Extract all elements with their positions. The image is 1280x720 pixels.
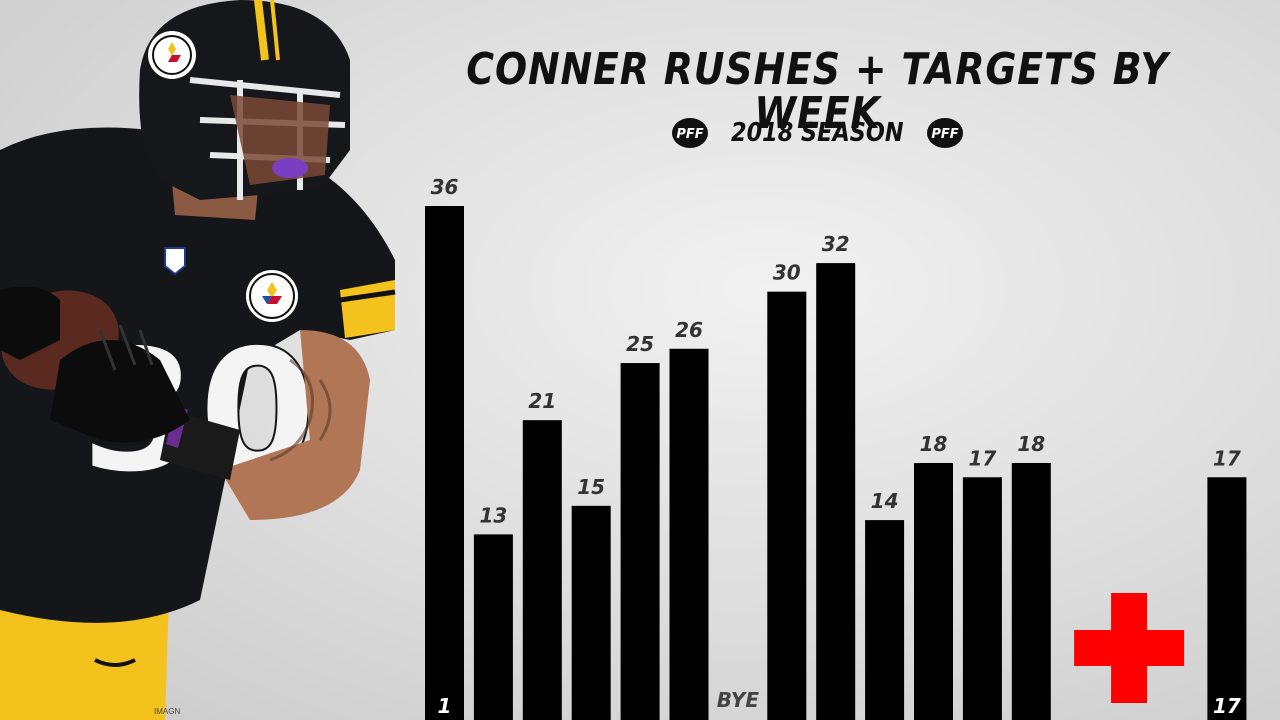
bar-value-label: 26 — [675, 318, 703, 342]
bar-week-9 — [816, 263, 856, 720]
pff-logo-icon: PFF — [672, 118, 709, 148]
bar-week-3 — [522, 420, 562, 720]
bar-week-13 — [1011, 463, 1051, 720]
bar-week-5 — [620, 363, 660, 720]
bar-week-8 — [767, 291, 807, 720]
bar-week-2 — [473, 534, 513, 720]
bar-week-11 — [914, 463, 953, 720]
player-photo: 30 — [0, 0, 400, 720]
bar-week-1 — [425, 206, 464, 720]
bar-week-4 — [571, 505, 611, 720]
photo-credit: IMAGN — [154, 707, 181, 716]
chart-title: CONNER RUSHES + TARGETS BY WEEK — [466, 44, 1169, 139]
bar-week-10 — [865, 520, 905, 720]
bar-week-17 — [1207, 477, 1247, 720]
bar-week-12 — [962, 477, 1002, 720]
injury-cross-icon — [1074, 593, 1185, 703]
svg-text:PFF: PFF — [931, 127, 958, 142]
pff-logo-icon: PFF — [926, 118, 963, 148]
bar-value-label: 14 — [871, 489, 899, 513]
bar-value-label: 15 — [577, 475, 605, 499]
bar-value-label: 25 — [626, 332, 654, 356]
week-label-last: 17 — [1213, 694, 1241, 718]
svg-text:PFF: PFF — [677, 127, 704, 142]
bar-value-label: 18 — [920, 432, 948, 456]
subtitle-row: PFF 2018 SEASON PFF — [400, 116, 1235, 150]
bar-week-6 — [669, 348, 709, 720]
bar-value-label: 36 — [431, 175, 459, 199]
week-label-first: 1 — [438, 694, 452, 718]
bar-value-label: 17 — [968, 446, 996, 470]
bar-value-label: 17 — [1213, 446, 1241, 470]
bar-value-label: 21 — [528, 389, 556, 413]
bar-value-label: 13 — [479, 503, 507, 527]
bar-value-label: 30 — [773, 261, 801, 285]
chart-subtitle: 2018 SEASON — [731, 118, 904, 148]
bar-value-label: 32 — [822, 232, 850, 256]
bar-value-label: 18 — [1017, 432, 1045, 456]
bye-week-label: BYE — [717, 688, 760, 712]
